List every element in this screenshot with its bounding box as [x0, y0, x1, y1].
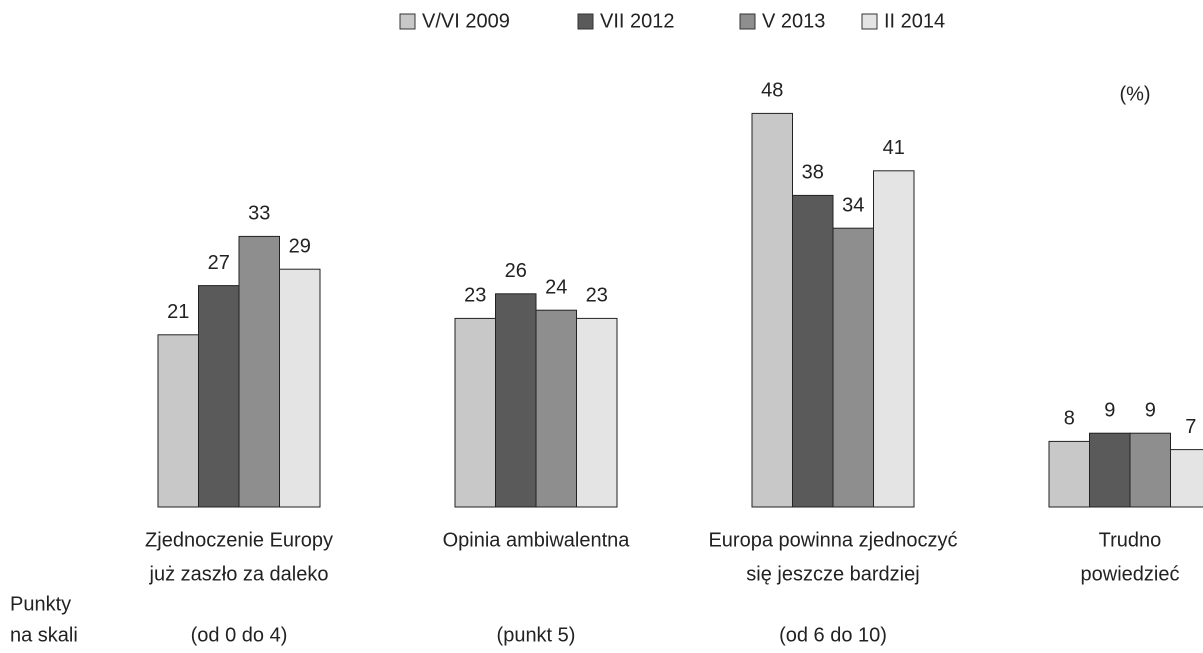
scale-label: na skali [10, 624, 78, 646]
bar [873, 170, 915, 508]
category-label: już zaszło za daleko [149, 563, 329, 585]
bar [576, 317, 618, 508]
value-label: 38 [802, 162, 824, 184]
legend-label: II 2014 [884, 10, 945, 32]
category-label: Opinia ambiwalentna [443, 529, 631, 551]
bar [157, 334, 199, 508]
category-label: się jeszcze bardziej [746, 563, 919, 585]
bar [535, 309, 577, 508]
value-label: 9 [1104, 399, 1115, 421]
scale-points: (punkt 5) [497, 624, 576, 646]
legend-swatch [861, 13, 878, 30]
value-label: 23 [586, 285, 608, 307]
scale-points: (od 6 do 10) [779, 624, 887, 646]
value-label: 9 [1145, 399, 1156, 421]
scale-points: (od 0 do 4) [191, 624, 288, 646]
value-label: 27 [208, 252, 230, 274]
category-label: Zjednoczenie Europy [145, 529, 333, 551]
bar [454, 317, 496, 508]
value-label: 7 [1185, 416, 1196, 438]
unit-label: (%) [1119, 83, 1150, 105]
value-label: 21 [167, 301, 189, 323]
legend-label: V/VI 2009 [422, 10, 510, 32]
scale-label: Punkty [10, 593, 71, 615]
legend-swatch [739, 13, 756, 30]
bar [792, 194, 834, 508]
category-label: Europa powinna zjednoczyć [708, 529, 957, 551]
value-label: 33 [248, 203, 270, 225]
bar [238, 235, 280, 508]
bar [1089, 432, 1131, 508]
value-label: 29 [289, 235, 311, 257]
legend-label: V 2013 [762, 10, 825, 32]
bar [495, 293, 537, 508]
legend-label: VII 2012 [600, 10, 675, 32]
bar [1129, 432, 1171, 508]
value-label: 8 [1064, 408, 1075, 430]
value-label: 41 [883, 137, 905, 159]
value-label: 48 [761, 80, 783, 102]
value-label: 23 [464, 285, 486, 307]
value-label: 26 [505, 260, 527, 282]
category-label: powiedzieć [1081, 563, 1180, 585]
bar [198, 285, 240, 508]
bar [1170, 449, 1203, 508]
legend-swatch [577, 13, 594, 30]
value-label: 34 [842, 194, 864, 216]
bar [751, 112, 793, 508]
bar [832, 227, 874, 508]
legend-swatch [399, 13, 416, 30]
value-label: 24 [545, 276, 567, 298]
category-label: Trudno [1099, 529, 1162, 551]
bar [1048, 440, 1090, 508]
bar [279, 268, 321, 508]
